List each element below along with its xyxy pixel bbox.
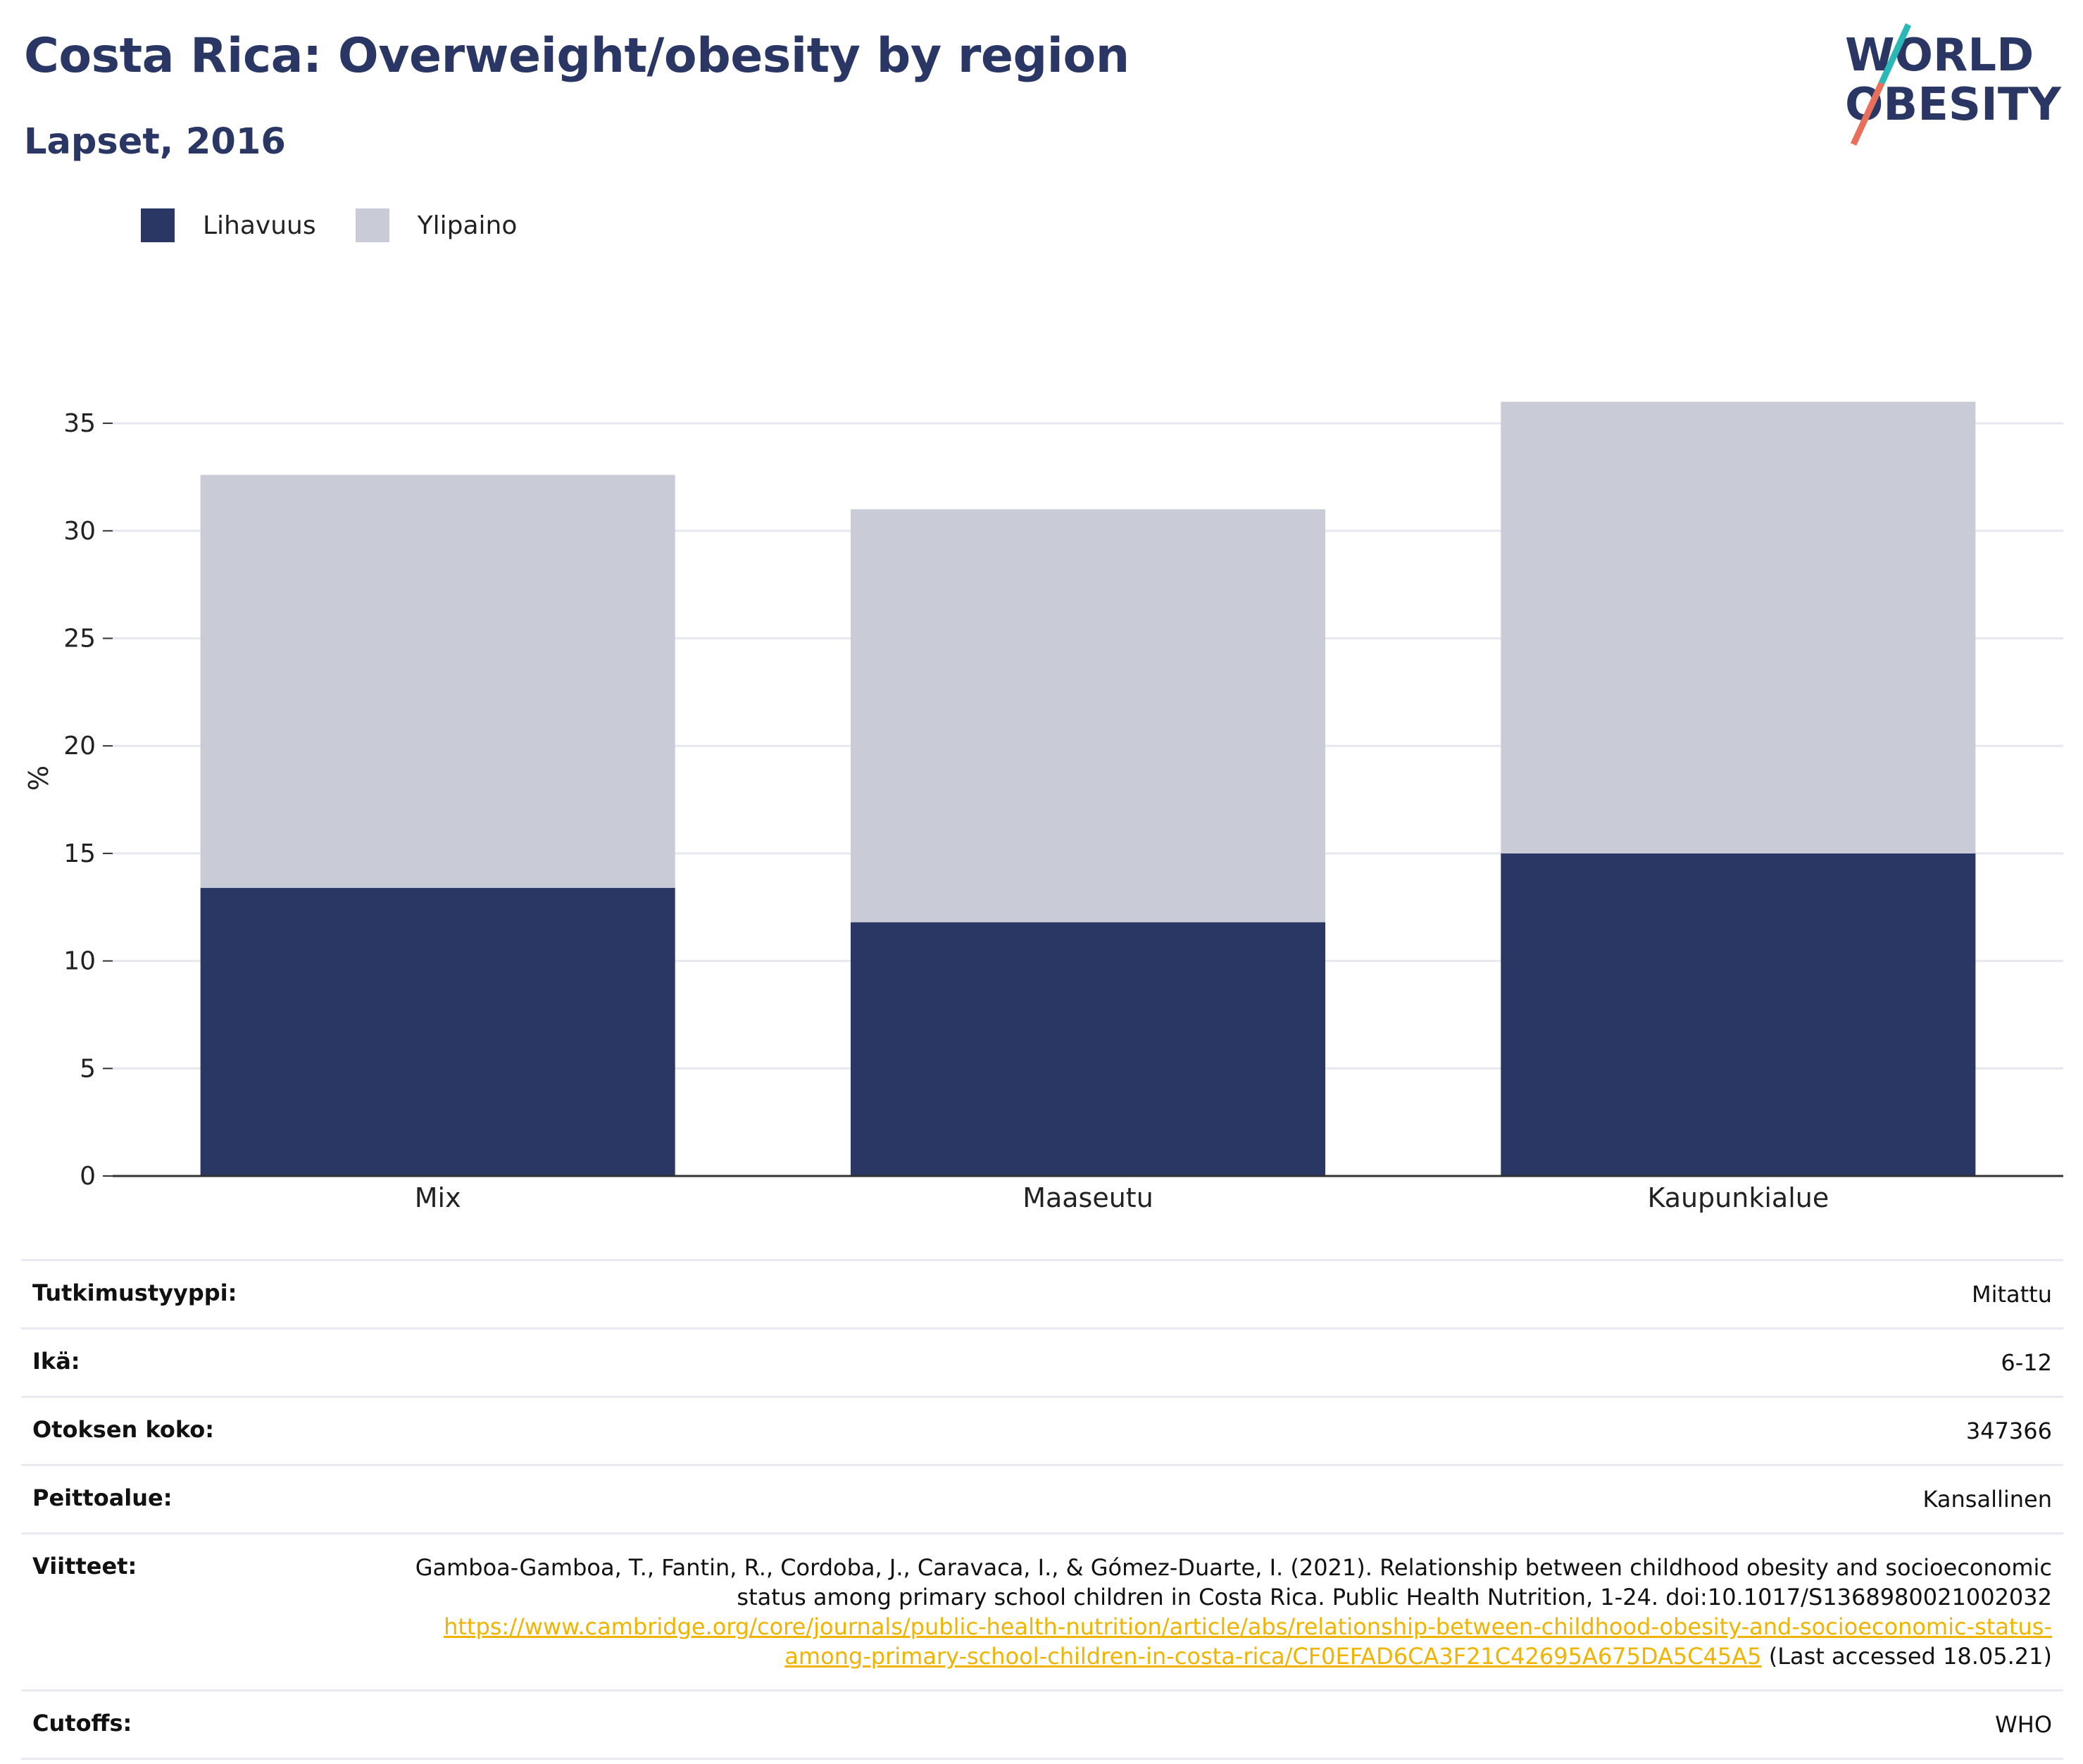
study-details-table: Tutkimustyyppi: Mitattu Ikä: 6-12 Otokse… — [21, 1259, 2063, 1760]
bar-overweight — [850, 509, 1326, 922]
detail-key: Ikä: — [21, 1327, 396, 1397]
table-row: Peittoalue: Kansallinen — [21, 1464, 2063, 1534]
bar-chart: 0 5 10 15 20 25 30 35% Mix Maaseutu Kaupunkialue — [23, 401, 2063, 1213]
y-tick-label: 5 — [80, 1054, 96, 1083]
logo-text-world: WORLD — [1845, 30, 2034, 82]
logo-slash-coral — [1850, 82, 1885, 146]
legend-swatch-obesity — [141, 208, 175, 242]
x-category-label: Maaseutu — [1022, 1182, 1153, 1213]
legend-label-obesity: Lihavuus — [203, 211, 316, 240]
x-category-label: Mix — [415, 1182, 461, 1213]
y-tick-label: 20 — [63, 732, 96, 761]
y-tick-label: 15 — [63, 839, 96, 868]
bar-obesity — [850, 922, 1326, 1176]
reference-accessed: (Last accessed 18.05.21) — [1768, 1643, 2052, 1670]
table-row: Tutkimustyyppi: Mitattu — [21, 1259, 2063, 1329]
y-tick-label: 0 — [80, 1162, 96, 1191]
table-row: Cutoffs: WHO — [21, 1689, 2063, 1760]
detail-key: Tutkimustyyppi: — [21, 1259, 396, 1329]
detail-key: Peittoalue: — [21, 1464, 396, 1534]
y-axis-title: % — [23, 765, 54, 791]
legend-label-overweight: Ylipaino — [417, 211, 518, 240]
table-row: Otoksen koko: 347366 — [21, 1396, 2063, 1465]
detail-value: Kansallinen — [396, 1464, 2063, 1534]
legend-item-obesity[interactable]: Lihavuus — [141, 208, 316, 242]
detail-key: Cutoffs: — [21, 1689, 396, 1760]
reference-citation: Gamboa-Gamboa, T., Fantin, R., Cordoba, … — [415, 1554, 2052, 1610]
detail-key: Otoksen koko: — [21, 1396, 396, 1465]
legend-swatch-overweight — [355, 208, 389, 242]
x-category-label: Kaupunkialue — [1647, 1182, 1829, 1213]
bar-obesity — [200, 887, 675, 1176]
detail-value: 6-12 — [396, 1327, 2063, 1397]
chart-subtitle: Lapset, 2016 — [24, 121, 286, 163]
bar-obesity — [1501, 853, 1976, 1176]
y-tick-label: 35 — [63, 409, 96, 438]
bar-overweight — [200, 475, 675, 888]
y-tick-label: 10 — [63, 947, 96, 976]
world-obesity-logo: WORLD OBESITY — [1845, 23, 2061, 146]
detail-key: Viitteet: — [21, 1532, 396, 1691]
chart-legend: Lihavuus Ylipaino — [141, 208, 556, 242]
detail-value: Mitattu — [396, 1259, 2063, 1329]
detail-value-references: Gamboa-Gamboa, T., Fantin, R., Cordoba, … — [396, 1532, 2063, 1691]
y-tick-label: 30 — [63, 517, 96, 546]
bar-overweight — [1501, 401, 1976, 853]
table-row: Viitteet: Gamboa-Gamboa, T., Fantin, R.,… — [21, 1532, 2063, 1691]
y-tick-label: 25 — [63, 624, 96, 653]
legend-item-overweight[interactable]: Ylipaino — [355, 208, 518, 242]
reference-link[interactable]: https://www.cambridge.org/core/journals/… — [444, 1613, 2052, 1670]
detail-value: 347366 — [396, 1396, 2063, 1465]
detail-value: WHO — [396, 1689, 2063, 1760]
table-row: Ikä: 6-12 — [21, 1327, 2063, 1397]
chart-title: Costa Rica: Overweight/obesity by region — [24, 28, 1130, 84]
logo-slash-teal — [1878, 23, 1912, 85]
